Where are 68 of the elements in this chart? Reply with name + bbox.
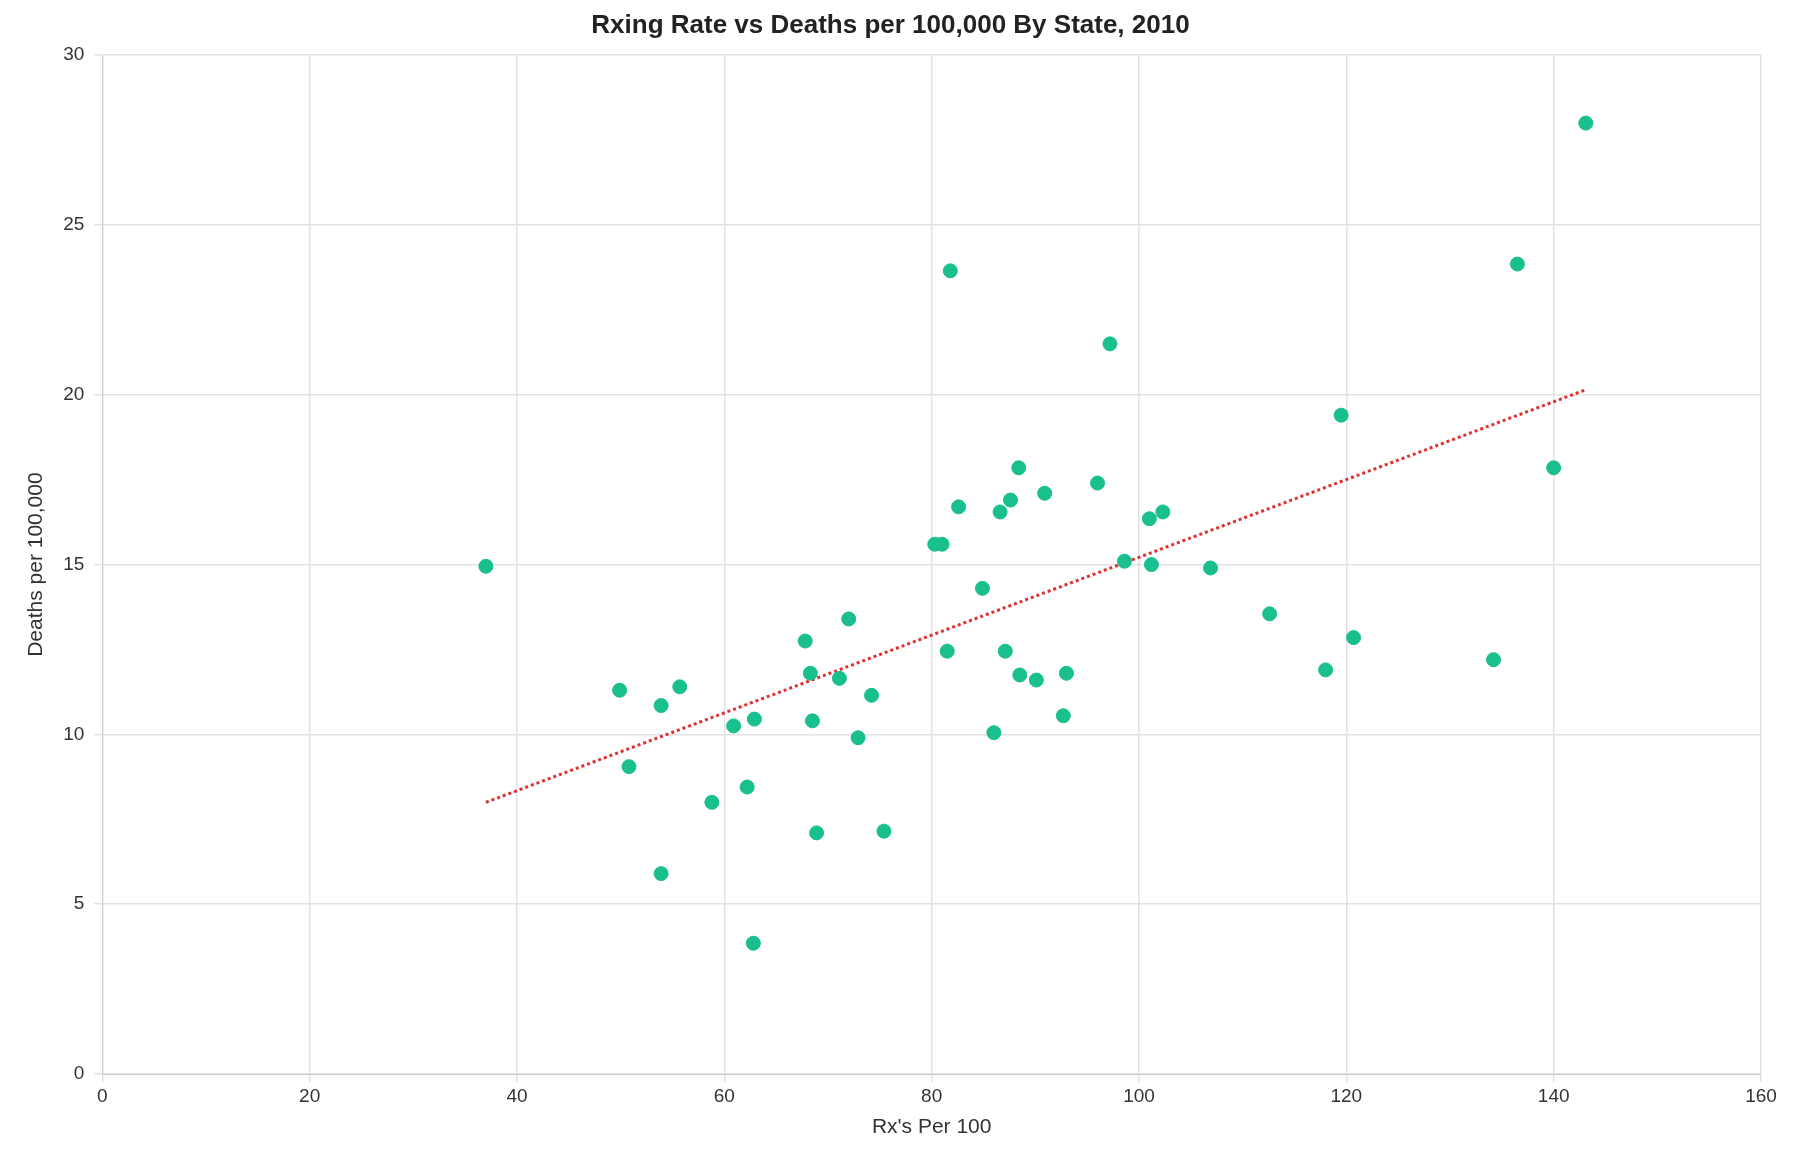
point	[992, 504, 1008, 520]
point	[653, 866, 669, 882]
x-tick-label: 140	[1537, 1084, 1570, 1106]
y-tick-label: 15	[63, 552, 85, 574]
point	[876, 823, 892, 839]
y-tick-label: 25	[63, 213, 85, 235]
point	[1509, 256, 1525, 272]
point	[1578, 115, 1594, 131]
point	[939, 643, 955, 659]
point	[1262, 606, 1278, 622]
point	[704, 794, 720, 810]
point	[1090, 475, 1106, 491]
y-tick-label: 30	[63, 43, 85, 65]
point	[1011, 460, 1027, 476]
point	[1546, 460, 1562, 476]
point	[1318, 662, 1334, 678]
point	[1028, 672, 1044, 688]
x-tick-label: 80	[921, 1084, 943, 1106]
point	[986, 725, 1002, 741]
x-axis-title: Rx's Per 100	[871, 1114, 992, 1138]
point	[621, 759, 637, 775]
point	[653, 698, 669, 714]
point	[1486, 652, 1502, 668]
point	[974, 580, 990, 596]
point	[1058, 665, 1074, 681]
point	[612, 682, 628, 698]
point	[726, 718, 742, 734]
x-tick-label: 160	[1745, 1084, 1777, 1106]
point	[1346, 630, 1362, 646]
chart-title: Rxing Rate vs Deaths per 100,000 By State, 2010	[591, 8, 1190, 39]
y-tick-label: 5	[73, 892, 85, 914]
point	[831, 670, 847, 686]
point	[1333, 407, 1349, 423]
point	[739, 779, 755, 795]
point	[797, 633, 813, 649]
point	[1155, 504, 1171, 520]
x-tick-label: 40	[506, 1084, 528, 1106]
point	[802, 665, 818, 681]
point	[864, 687, 880, 703]
x-tick-label: 100	[1123, 1084, 1155, 1106]
point	[1143, 557, 1159, 573]
point	[672, 679, 688, 695]
y-tick-label: 0	[73, 1062, 85, 1084]
point	[745, 935, 761, 951]
point	[841, 611, 857, 627]
point	[1116, 553, 1132, 569]
point	[951, 499, 967, 515]
point	[1203, 560, 1219, 576]
point	[1012, 667, 1028, 683]
point	[804, 713, 820, 729]
point	[478, 558, 494, 574]
x-tick-label: 20	[299, 1084, 321, 1106]
point	[850, 730, 866, 746]
x-tick-label: 0	[97, 1084, 108, 1106]
point	[1037, 485, 1053, 501]
x-tick-label: 120	[1330, 1084, 1363, 1106]
point	[1055, 708, 1071, 724]
point	[1141, 511, 1157, 527]
point	[746, 711, 762, 727]
point	[942, 263, 958, 279]
y-tick-label: 10	[63, 722, 85, 744]
point	[809, 825, 825, 841]
x-tick-label: 60	[713, 1084, 735, 1106]
y-axis-title: Deaths per 100,000	[23, 472, 47, 657]
y-tick-label: 20	[63, 383, 85, 405]
point	[997, 643, 1013, 659]
point	[1002, 492, 1018, 508]
point	[1102, 336, 1118, 352]
